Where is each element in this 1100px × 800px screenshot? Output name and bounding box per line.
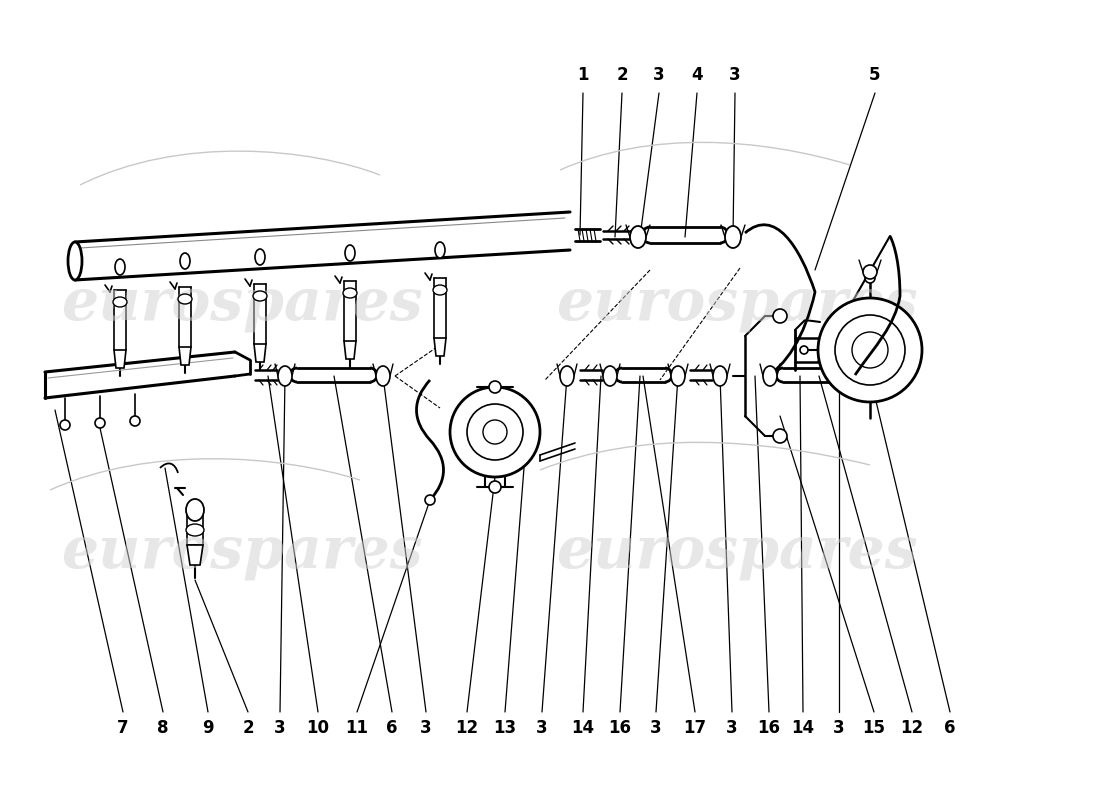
Text: 9: 9 (202, 719, 213, 737)
Text: 3: 3 (729, 66, 740, 84)
Ellipse shape (603, 366, 617, 386)
Text: 12: 12 (901, 719, 924, 737)
Circle shape (865, 273, 874, 283)
Circle shape (425, 495, 435, 505)
Text: 7: 7 (118, 719, 129, 737)
Text: 13: 13 (494, 719, 517, 737)
Ellipse shape (376, 366, 390, 386)
Ellipse shape (68, 242, 82, 280)
Ellipse shape (713, 366, 727, 386)
Text: 4: 4 (691, 66, 703, 84)
Ellipse shape (186, 499, 204, 521)
Text: 16: 16 (758, 719, 781, 737)
Text: 16: 16 (608, 719, 631, 737)
Polygon shape (344, 341, 356, 359)
Ellipse shape (278, 366, 292, 386)
Text: 14: 14 (791, 719, 815, 737)
Text: eurospares: eurospares (62, 276, 422, 332)
Circle shape (490, 481, 500, 493)
Circle shape (130, 416, 140, 426)
Text: 3: 3 (536, 719, 548, 737)
Text: 14: 14 (571, 719, 595, 737)
Text: 2: 2 (242, 719, 254, 737)
Polygon shape (187, 545, 204, 565)
Text: 3: 3 (653, 66, 664, 84)
Polygon shape (434, 338, 446, 356)
Circle shape (773, 309, 786, 323)
Ellipse shape (725, 226, 741, 248)
Ellipse shape (345, 245, 355, 261)
Polygon shape (179, 347, 191, 365)
Ellipse shape (116, 259, 125, 275)
Ellipse shape (671, 366, 685, 386)
Text: 5: 5 (869, 66, 881, 84)
Circle shape (835, 315, 905, 385)
Ellipse shape (433, 285, 447, 295)
Ellipse shape (186, 524, 204, 536)
Text: eurospares: eurospares (557, 276, 917, 332)
Circle shape (60, 420, 70, 430)
Text: 17: 17 (683, 719, 706, 737)
Ellipse shape (180, 253, 190, 269)
Ellipse shape (630, 226, 646, 248)
Text: 12: 12 (455, 719, 478, 737)
Text: 8: 8 (157, 719, 168, 737)
Circle shape (95, 418, 104, 428)
Ellipse shape (343, 288, 358, 298)
Circle shape (773, 429, 786, 443)
Text: 3: 3 (650, 719, 662, 737)
Text: 15: 15 (862, 719, 886, 737)
Circle shape (818, 298, 922, 402)
Text: 1: 1 (578, 66, 588, 84)
Text: 3: 3 (726, 719, 738, 737)
Circle shape (468, 404, 522, 460)
Text: eurospares: eurospares (557, 524, 917, 580)
Ellipse shape (560, 366, 574, 386)
Text: 6: 6 (386, 719, 398, 737)
Text: 3: 3 (274, 719, 286, 737)
Polygon shape (114, 350, 126, 368)
Text: 10: 10 (307, 719, 330, 737)
Text: 3: 3 (420, 719, 432, 737)
Ellipse shape (800, 346, 808, 354)
Ellipse shape (763, 366, 777, 386)
Ellipse shape (178, 294, 192, 304)
Text: 3: 3 (833, 719, 845, 737)
Ellipse shape (434, 242, 446, 258)
Circle shape (450, 387, 540, 477)
Ellipse shape (255, 249, 265, 265)
Text: eurospares: eurospares (62, 524, 422, 580)
Ellipse shape (864, 265, 877, 279)
Ellipse shape (253, 291, 267, 301)
Text: 11: 11 (345, 719, 368, 737)
Text: 2: 2 (616, 66, 628, 84)
Polygon shape (254, 344, 266, 362)
Text: 6: 6 (944, 719, 956, 737)
Ellipse shape (113, 297, 127, 307)
Circle shape (490, 381, 500, 393)
